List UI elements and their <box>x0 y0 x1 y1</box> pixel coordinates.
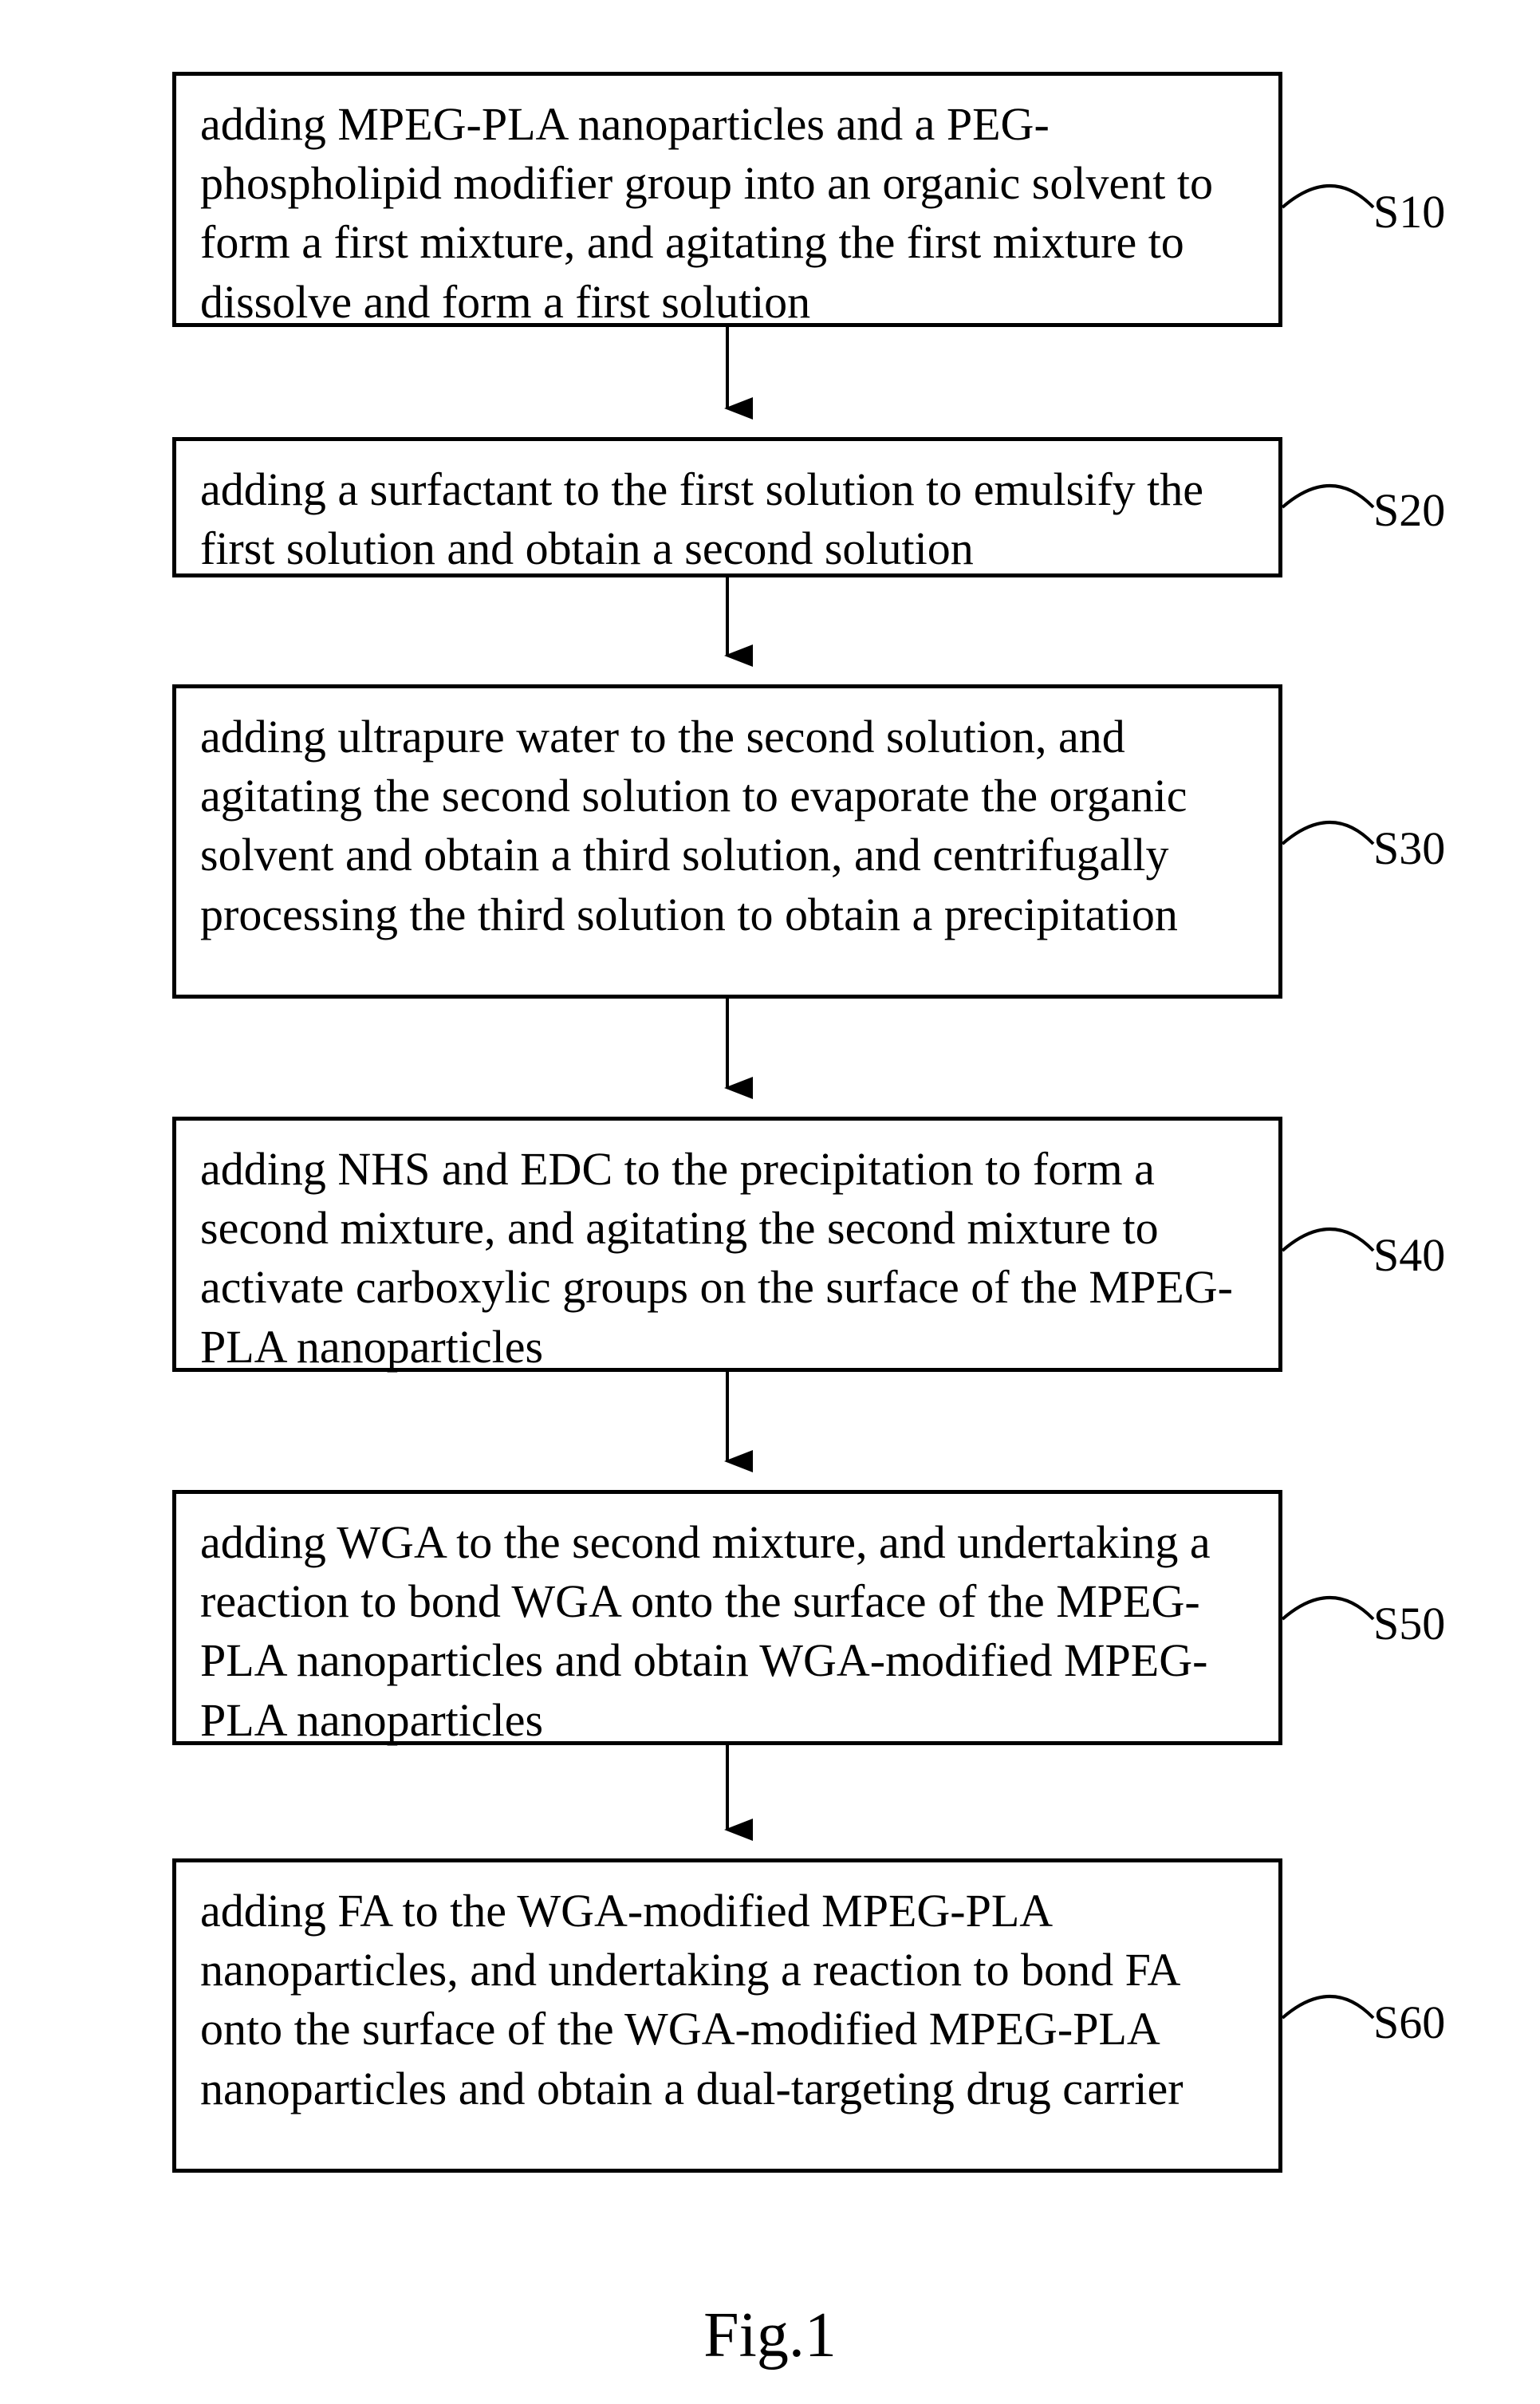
leader-s30 <box>1282 822 1373 844</box>
connector-layer <box>0 0 1540 2404</box>
leader-s40 <box>1282 1229 1373 1251</box>
leader-s50 <box>1282 1598 1373 1619</box>
leader-s10 <box>1282 186 1373 207</box>
leader-s60 <box>1282 1996 1373 2018</box>
figure-caption: Fig.1 <box>703 2300 837 2372</box>
flowchart-canvas: adding MPEG-PLA nanoparticles and a PEG-… <box>0 0 1540 2404</box>
leader-s20 <box>1282 486 1373 507</box>
